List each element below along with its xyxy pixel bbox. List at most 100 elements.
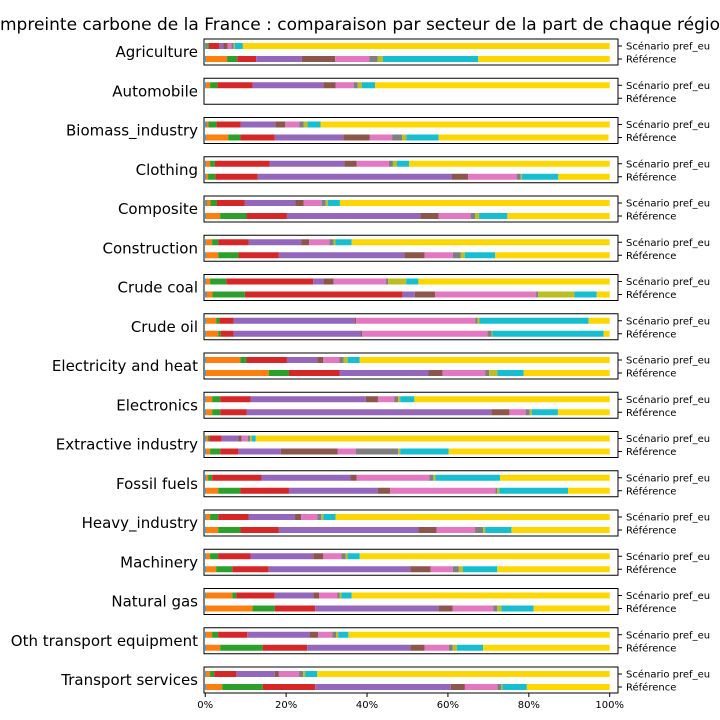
- bar-segment-electronics-scenario-3: [220, 396, 251, 403]
- bar-segment-biomass-industry-scenario-1: [206, 121, 209, 128]
- bar-segment-transport-services-reference-3: [262, 684, 316, 690]
- row-label-biomass-industry-scenario: Scénario pref_eu: [626, 119, 710, 131]
- bar-segment-transport-services-scenario-0: [205, 671, 207, 677]
- bar-segment-heavy-industry-reference-8: [483, 527, 486, 533]
- bar-segment-crude-oil-scenario-2: [216, 317, 220, 324]
- bar-segment-heavy-industry-reference-1: [206, 527, 219, 533]
- bar-segment-extractive-industry-scenario-7: [247, 435, 251, 442]
- bar-segment-extractive-industry-scenario-0: [205, 435, 207, 442]
- bar-segment-electricity-and-heat-reference-5: [428, 370, 443, 376]
- bar-segment-fossil-fuels-scenario-4: [261, 474, 351, 481]
- bar-segment-construction-reference-0: [205, 252, 207, 259]
- bar-segment-natural-gas-scenario-10: [351, 592, 610, 599]
- bar-segment-natural-gas-scenario-7: [337, 592, 340, 599]
- panel-frame-oth-transport-equipment: [203, 627, 619, 655]
- bar-segment-electricity-and-heat-reference-7: [485, 370, 490, 376]
- bar-segment-clothing-scenario-8: [392, 160, 397, 167]
- bar-segment-oth-transport-equipment-reference-2: [220, 644, 263, 651]
- row-label-crude-coal-reference: Référence: [626, 289, 676, 301]
- bar-segment-agriculture-reference-1: [206, 56, 228, 62]
- bar-segment-clothing-reference-8: [520, 173, 522, 180]
- bar-segment-composite-scenario-4: [244, 200, 296, 206]
- sector-label-heavy-industry: Heavy_industry: [82, 514, 199, 533]
- panel-frame-automobile: [203, 77, 619, 105]
- bar-segment-heavy-industry-reference-9: [485, 527, 512, 533]
- panel-frame-composite: [203, 195, 619, 223]
- bar-segment-crude-coal-reference-6: [434, 291, 537, 298]
- bar-segment-oth-transport-equipment-scenario-1: [206, 631, 213, 638]
- bar-segment-fossil-fuels-scenario-1: [206, 474, 209, 481]
- bar-segment-clothing-scenario-2: [210, 160, 215, 167]
- panel-frame-electronics: [203, 391, 619, 419]
- bar-segment-crude-oil-scenario-6: [356, 317, 476, 324]
- bar-segment-agriculture-reference-5: [301, 56, 336, 62]
- bar-segment-crude-coal-scenario-8: [388, 278, 407, 285]
- row-label-biomass-industry-reference: Référence: [626, 132, 676, 144]
- bar-segment-clothing-reference-3: [215, 173, 258, 180]
- bar-segment-construction-scenario-1: [206, 239, 213, 246]
- bar-segment-machinery-reference-10: [497, 566, 610, 573]
- bar-segment-electronics-scenario-7: [394, 396, 399, 403]
- bar-segment-crude-coal-reference-3: [244, 291, 403, 298]
- bar-segment-crude-coal-reference-0: [205, 291, 207, 298]
- bar-segment-extractive-industry-reference-8: [398, 448, 401, 455]
- bar-segment-electronics-scenario-2: [212, 396, 221, 403]
- bar-segment-biomass-industry-reference-8: [402, 134, 407, 141]
- bar-segment-transport-services-reference-6: [464, 684, 498, 690]
- bar-segment-natural-gas-reference-3: [274, 605, 316, 612]
- bar-segment-transport-services-scenario-7: [299, 671, 304, 677]
- bar-segment-composite-scenario-9: [327, 200, 340, 206]
- bar-segment-machinery-reference-0: [205, 566, 207, 573]
- bar-segment-machinery-reference-9: [462, 566, 498, 573]
- x-tick-label-2: 40%: [356, 700, 378, 711]
- bar-segment-composite-scenario-8: [325, 200, 328, 206]
- row-label-extractive-industry-scenario: Scénario pref_eu: [626, 433, 710, 445]
- bar-segment-crude-coal-reference-1: [206, 291, 213, 298]
- bar-segment-crude-oil-scenario-8: [477, 317, 480, 324]
- bar-segment-electricity-and-heat-scenario-9: [347, 357, 360, 363]
- bar-segment-fossil-fuels-reference-7: [495, 487, 498, 494]
- bar-segment-extractive-industry-scenario-1: [206, 435, 208, 442]
- bar-segment-heavy-industry-scenario-10: [335, 514, 610, 520]
- bar-segment-construction-scenario-5: [301, 239, 310, 246]
- bar-segment-fossil-fuels-reference-10: [568, 487, 610, 494]
- bar-segment-crude-coal-scenario-7: [386, 278, 389, 285]
- bar-segment-heavy-industry-reference-3: [240, 527, 279, 533]
- bar-segment-transport-services-scenario-8: [303, 671, 306, 677]
- bar-segment-fossil-fuels-reference-4: [288, 487, 378, 494]
- bar-segment-crude-oil-reference-4: [233, 330, 361, 337]
- row-label-transport-services-reference: Référence: [626, 682, 676, 694]
- bar-segment-agriculture-scenario-6: [227, 43, 232, 49]
- bar-segment-transport-services-reference-4: [315, 684, 451, 690]
- bar-segment-transport-services-reference-9: [502, 684, 527, 690]
- bar-segment-natural-gas-reference-5: [438, 605, 453, 612]
- bar-segment-oth-transport-equipment-scenario-7: [332, 631, 337, 638]
- sector-panels: Agriculture Scénario pref_euRéférenceAuto…: [11, 38, 710, 694]
- bar-segment-natural-gas-scenario-3: [236, 592, 275, 599]
- bar-segment-extractive-industry-scenario-9: [251, 435, 256, 442]
- bar-segment-crude-coal-reference-7: [536, 291, 539, 298]
- bar-segment-automobile-scenario-2: [210, 82, 218, 89]
- bar-segment-heavy-industry-reference-6: [436, 527, 476, 533]
- row-label-electricity-and-heat-reference: Référence: [626, 368, 676, 380]
- bar-segment-electronics-reference-2: [212, 409, 221, 416]
- bar-segment-heavy-industry-scenario-7: [317, 514, 322, 520]
- bar-segment-extractive-industry-reference-5: [280, 448, 338, 455]
- bar-segment-electricity-and-heat-reference-6: [442, 370, 486, 376]
- bar-segment-automobile-scenario-5: [323, 82, 336, 89]
- sector-label-biomass-industry: Biomass_industry: [66, 122, 198, 141]
- bar-segment-composite-reference-1: [206, 213, 221, 219]
- bar-segment-automobile-scenario-4: [252, 82, 324, 89]
- bar-segment-electricity-and-heat-reference-0: [205, 370, 207, 376]
- bar-segment-natural-gas-reference-8: [497, 605, 502, 612]
- bar-segment-machinery-reference-4: [268, 566, 411, 573]
- bar-segment-fossil-fuels-scenario-3: [212, 474, 262, 481]
- bar-segment-machinery-scenario-6: [323, 553, 342, 560]
- bar-segment-oth-transport-equipment-reference-7: [448, 644, 453, 651]
- bar-segment-electricity-and-heat-reference-9: [497, 370, 524, 376]
- bar-segment-crude-oil-scenario-7: [475, 317, 478, 324]
- bar-segment-machinery-scenario-7: [341, 553, 346, 560]
